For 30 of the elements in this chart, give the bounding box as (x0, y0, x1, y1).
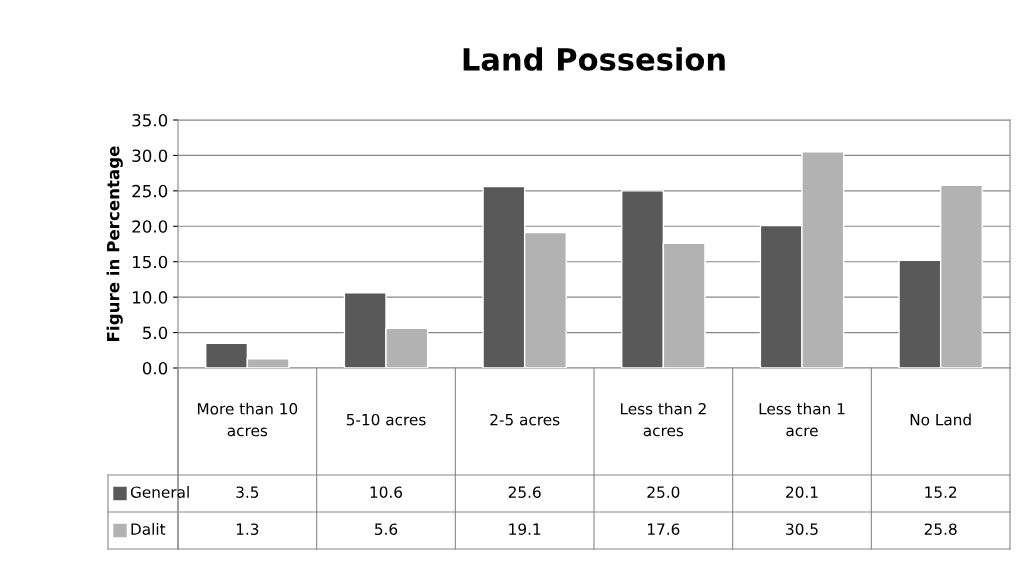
data-label: 25.6 (508, 486, 541, 498)
chart-title: Land Possesion (463, 47, 725, 71)
data-label: 3.5 (236, 486, 259, 498)
x-tick-label: Less than 1 acre (759, 402, 845, 437)
x-tick-label: No Land (910, 413, 971, 426)
y-tick-label: 5.0 (143, 326, 168, 340)
y-axis-title: Figure in Percentage (106, 146, 123, 341)
data-label: 10.6 (370, 486, 403, 498)
data-label: 15.2 (925, 486, 957, 498)
data-label: 1.3 (236, 523, 259, 535)
x-tick-label: Less than 2 acres (620, 402, 706, 437)
data-label: 30.5 (786, 523, 818, 535)
y-tick-label: 15.0 (133, 255, 168, 269)
data-label: 5.6 (375, 523, 398, 535)
y-tick-label: 30.0 (132, 149, 168, 162)
y-tick-label: 0.0 (142, 361, 168, 375)
y-tick-label: 20.0 (132, 220, 168, 233)
data-label: 25.0 (647, 486, 680, 498)
data-label: 17.6 (648, 523, 680, 535)
x-tick-label: 5-10 acres (346, 413, 426, 426)
x-tick-label: More than 10 acres (197, 402, 298, 437)
data-label: 19.1 (509, 523, 541, 535)
legend-label: Dalit (131, 523, 166, 535)
y-tick-label: 35.0 (132, 113, 168, 127)
x-tick-label: 2-5 acres (490, 413, 560, 426)
data-label: 25.8 (924, 523, 957, 535)
y-tick-label: 10.0 (133, 291, 168, 304)
data-label: 20.1 (786, 486, 818, 498)
y-tick-label: 25.0 (132, 184, 168, 198)
legend-label: General (130, 486, 189, 498)
